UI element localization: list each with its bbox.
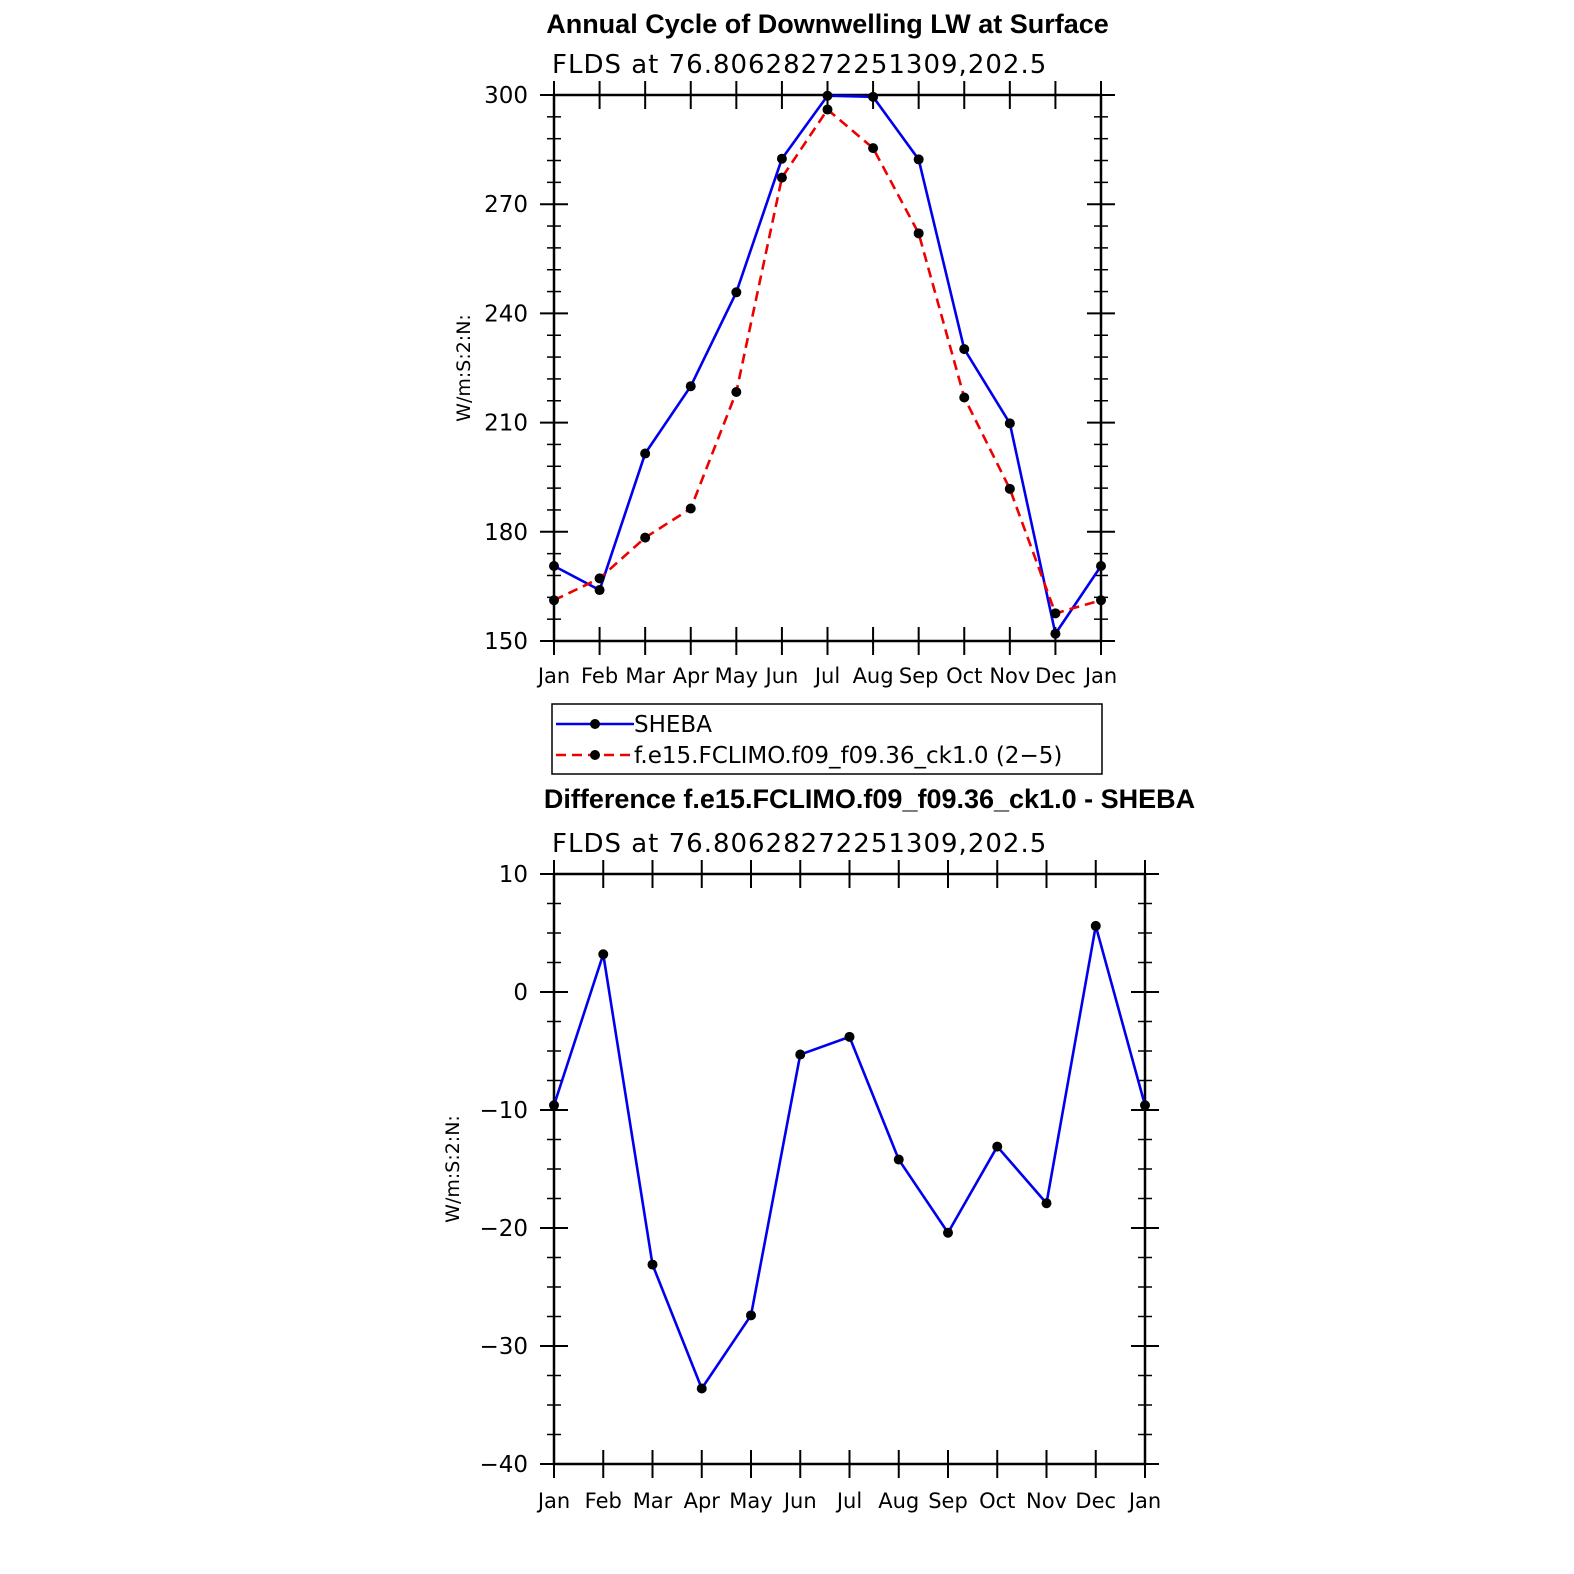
legend-label: SHEBA <box>634 712 712 738</box>
y-tick-label: −20 <box>479 1216 528 1242</box>
data-point <box>731 387 742 398</box>
data-point <box>1096 595 1106 606</box>
data-point <box>1090 920 1101 931</box>
data-point <box>959 392 970 403</box>
y-tick-label: 180 <box>484 520 528 546</box>
data-point <box>647 1259 658 1270</box>
x-tick-label: Apr <box>673 664 710 688</box>
x-tick-label: Apr <box>684 1489 721 1513</box>
plot-frame <box>552 93 1103 643</box>
legend-marker <box>590 750 600 760</box>
difference-chart: Difference f.e15.FCLIMO.f09_f09.36_ck1.0… <box>442 784 1195 1513</box>
data-point <box>868 91 879 102</box>
x-tick-label: Jan <box>1127 1489 1161 1513</box>
chart-subtitle: FLDS at 76.80628272251309,202.5 <box>552 50 1047 80</box>
data-point <box>598 949 609 960</box>
x-tick-label: Jun <box>764 664 799 688</box>
chart-title: Annual Cycle of Downwelling LW at Surfac… <box>546 9 1109 39</box>
data-point <box>776 172 787 183</box>
data-point <box>1004 483 1015 494</box>
y-tick-label: 240 <box>484 301 528 327</box>
y-tick-label: −30 <box>479 1334 528 1360</box>
data-point <box>731 287 742 298</box>
data-point <box>1050 608 1061 619</box>
data-point <box>913 154 924 165</box>
data-point <box>640 448 651 459</box>
data-point <box>959 344 970 355</box>
x-tick-label: Dec <box>1075 1489 1116 1513</box>
series-line-1 <box>553 108 1102 615</box>
data-point <box>549 595 559 606</box>
x-tick-label: Sep <box>928 1489 968 1513</box>
x-tick-label: Feb <box>581 664 618 688</box>
x-tick-label: Jul <box>835 1489 862 1513</box>
y-tick-label: 300 <box>484 83 528 109</box>
data-point <box>549 561 559 572</box>
data-point <box>685 503 696 514</box>
data-point <box>1096 561 1106 572</box>
x-tick-label: Sep <box>899 664 939 688</box>
legend-box <box>551 703 1103 775</box>
x-tick-label: Mar <box>625 664 665 688</box>
y-axis-label: W/m:S:2:N: <box>442 1115 464 1223</box>
y-axis-label: W/m:S:2:N: <box>453 314 475 422</box>
data-point <box>795 1049 806 1060</box>
x-tick-label: Oct <box>979 1489 1015 1513</box>
y-tick-label: 10 <box>499 862 528 888</box>
x-tick-label: Jun <box>782 1489 817 1513</box>
y-tick-label: 270 <box>484 192 528 218</box>
data-point <box>913 228 924 239</box>
legend-marker <box>590 719 600 729</box>
data-point <box>594 585 605 596</box>
series-line-0 <box>552 924 1147 1390</box>
data-point <box>992 1141 1003 1152</box>
y-tick-label: 150 <box>484 629 528 655</box>
y-tick-label: −40 <box>479 1452 528 1478</box>
x-tick-label: Feb <box>585 1489 622 1513</box>
x-tick-label: May <box>729 1489 772 1513</box>
x-tick-label: Nov <box>989 664 1030 688</box>
x-tick-label: Oct <box>946 664 982 688</box>
x-tick-label: Aug <box>853 664 894 688</box>
legend-label: f.e15.FCLIMO.f09_f09.36_ck1.0 (2−5) <box>634 743 1062 769</box>
data-point <box>776 153 787 164</box>
data-point <box>1050 628 1061 639</box>
x-tick-label: Jan <box>536 664 570 688</box>
data-point <box>893 1154 904 1165</box>
series-line-0 <box>553 94 1103 636</box>
x-tick-label: May <box>715 664 758 688</box>
data-point <box>549 1100 559 1111</box>
data-point <box>1004 418 1015 429</box>
x-tick-label: Jul <box>813 664 840 688</box>
x-tick-label: Dec <box>1035 664 1076 688</box>
chart-title: Difference f.e15.FCLIMO.f09_f09.36_ck1.0… <box>544 784 1195 814</box>
data-point <box>1041 1198 1052 1209</box>
data-point <box>943 1227 953 1238</box>
data-point <box>822 104 833 115</box>
data-point <box>696 1383 707 1394</box>
x-tick-label: Jan <box>536 1489 570 1513</box>
y-tick-label: 210 <box>484 411 528 437</box>
data-point <box>685 381 696 392</box>
x-tick-label: Aug <box>878 1489 919 1513</box>
annual-cycle-chart: Annual Cycle of Downwelling LW at Surfac… <box>453 9 1117 775</box>
plot-frame <box>552 872 1147 1466</box>
data-point <box>594 573 605 584</box>
x-tick-label: Nov <box>1026 1489 1067 1513</box>
data-point <box>746 1310 756 1321</box>
y-tick-label: −10 <box>479 1098 528 1124</box>
chart-subtitle: FLDS at 76.80628272251309,202.5 <box>552 829 1047 859</box>
data-point <box>822 90 833 101</box>
data-point <box>868 143 879 154</box>
x-tick-label: Mar <box>633 1489 673 1513</box>
data-point <box>844 1031 855 1042</box>
y-tick-label: 0 <box>513 980 528 1006</box>
x-tick-label: Jan <box>1083 664 1117 688</box>
data-point <box>1140 1100 1150 1111</box>
data-point <box>640 532 651 543</box>
